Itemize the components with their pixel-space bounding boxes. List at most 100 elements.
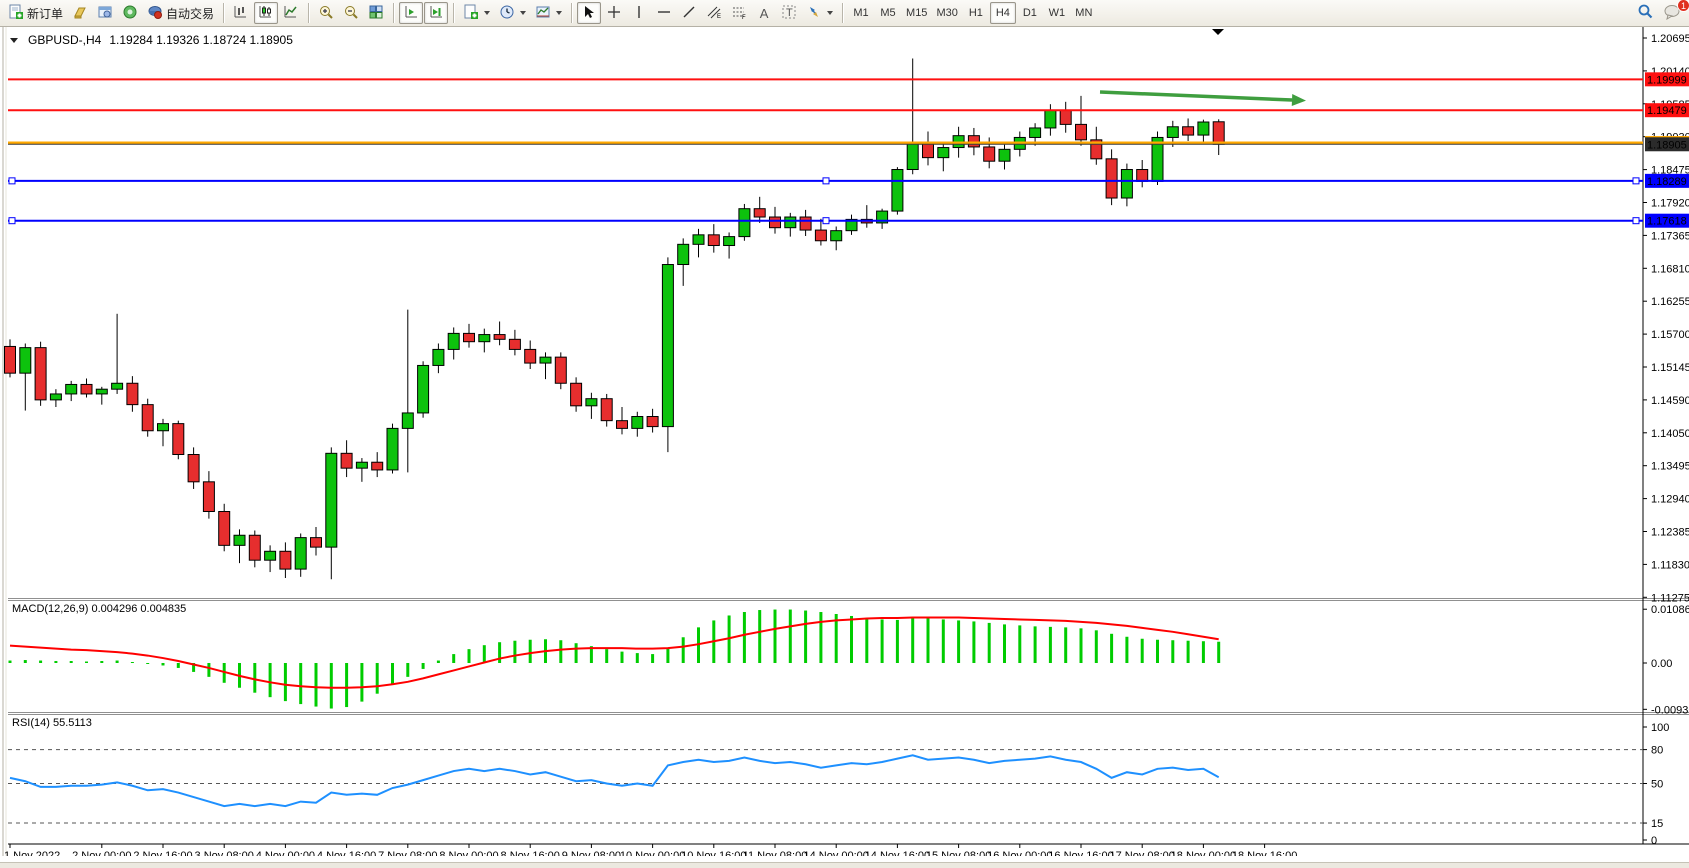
price-tick-label: 1.17920	[1651, 198, 1689, 210]
tile-windows-icon	[368, 4, 384, 23]
candle-body	[661, 264, 674, 428]
auto-scroll-icon	[403, 4, 419, 23]
candle-body	[753, 208, 766, 218]
rsi-label: RSI(14) 55.5113	[12, 717, 92, 729]
arrows-tool-button[interactable]	[802, 2, 837, 24]
timeframe-w1[interactable]: W1	[1048, 7, 1066, 19]
rsi-tick-label: 80	[1651, 745, 1663, 757]
chart-shift-button[interactable]	[424, 2, 449, 24]
data-window-button[interactable]	[93, 2, 117, 24]
price-tick-label: 1.18475	[1651, 165, 1689, 177]
template-icon	[535, 4, 551, 23]
time-tick-label: 9 Nov 08:00	[562, 850, 621, 856]
timeframe-m30[interactable]: M30	[936, 7, 958, 19]
hline-handle[interactable]	[1632, 177, 1640, 185]
toolbar-separator	[842, 3, 844, 23]
hline-handle[interactable]	[822, 177, 830, 185]
timeframe-m5[interactable]: M5	[880, 7, 896, 19]
candle-body	[202, 481, 215, 513]
one-click-menu-icon[interactable]	[10, 37, 18, 43]
candle-body	[157, 423, 169, 432]
timeframe-d1[interactable]: D1	[1022, 7, 1037, 19]
crosshair-button[interactable]	[602, 2, 626, 24]
candle-body	[340, 452, 353, 469]
hline-handle[interactable]	[822, 217, 830, 225]
hline-handle[interactable]	[1632, 217, 1640, 225]
candle-body	[386, 427, 399, 471]
chart-canvas[interactable]: 1.206951.201401.195851.190301.184751.179…	[0, 27, 1689, 856]
time-tick-label: 16 Nov 16:00	[1048, 850, 1113, 856]
candle-body	[570, 382, 583, 407]
candle-body	[1197, 121, 1210, 136]
channel-button[interactable]: E	[702, 2, 726, 24]
line-chart-icon	[283, 4, 299, 23]
price-badge	[1645, 103, 1689, 118]
zoom-out-icon	[343, 4, 359, 23]
bar-chart-button[interactable]	[229, 2, 253, 24]
candle-body	[95, 388, 108, 395]
hline-handle[interactable]	[8, 217, 16, 225]
candle-body	[1044, 109, 1057, 129]
candle-body	[585, 398, 598, 407]
market-watch-button[interactable]	[68, 2, 92, 24]
candle-body	[845, 218, 858, 232]
candlestick-chart-button[interactable]	[254, 2, 279, 24]
price-tick-label: 1.11830	[1651, 559, 1689, 571]
candle-body	[769, 216, 781, 229]
candle-body	[646, 416, 659, 428]
time-tick-label: 14 Nov 16:00	[865, 850, 930, 856]
rsi-line	[9, 754, 1220, 808]
text-tool-button[interactable]: A	[752, 2, 776, 24]
chart-shift-marker[interactable]	[1212, 29, 1224, 35]
candle-body	[49, 393, 62, 401]
candle-body	[799, 216, 812, 231]
new-order-button[interactable]: 新订单	[4, 2, 67, 24]
candle-body	[310, 537, 322, 548]
timeframe-mn[interactable]: MN	[1075, 7, 1093, 19]
new-chart-button[interactable]	[459, 2, 494, 24]
time-tick-label: 4 Nov 16:00	[317, 850, 376, 856]
candle-body	[19, 347, 32, 374]
zoom-out-button[interactable]	[339, 2, 363, 24]
candle-body	[65, 383, 78, 395]
candle-body	[34, 347, 47, 401]
search-icon	[1637, 3, 1654, 23]
candle-body	[723, 236, 736, 247]
trend-arrow-head	[1291, 94, 1306, 106]
fibonacci-button[interactable]: F	[727, 2, 751, 24]
search-button[interactable]	[1633, 2, 1658, 24]
hline-handle[interactable]	[8, 177, 16, 185]
notifications-button[interactable]: 1	[1659, 0, 1689, 24]
timeframe-m15[interactable]: M15	[906, 7, 928, 19]
candle-body	[4, 345, 16, 374]
time-tick-label: 2 Nov 00:00	[72, 850, 131, 856]
candle-body	[233, 534, 246, 546]
zoom-in-button[interactable]	[314, 2, 338, 24]
autotrading-button[interactable]: 自动交易	[143, 2, 218, 24]
cursor-button[interactable]	[577, 2, 602, 24]
candle-body	[1090, 139, 1103, 160]
horizontal-line-button[interactable]	[652, 2, 676, 24]
text-tool-icon: A	[759, 5, 769, 21]
candle-body	[600, 398, 613, 422]
label-tool-button[interactable]: T	[777, 2, 801, 24]
period-button[interactable]	[495, 2, 530, 24]
candle-body	[493, 334, 506, 340]
timeframe-h1[interactable]: H1	[968, 7, 983, 19]
trendline-button[interactable]	[677, 2, 701, 24]
toolbar-separator	[393, 3, 395, 23]
vertical-line-button[interactable]	[627, 2, 651, 24]
timeframe-m1[interactable]: M1	[853, 7, 869, 19]
price-tick-label: 1.20695	[1651, 33, 1689, 45]
line-chart-button[interactable]	[279, 2, 303, 24]
symbol-period-label: GBPUSD-,H4	[28, 33, 102, 47]
price-badge-label: 1.19999	[1647, 74, 1687, 86]
candle-body	[463, 332, 475, 343]
timeframe-h4[interactable]: H4	[989, 2, 1016, 24]
template-button[interactable]	[531, 2, 566, 24]
auto-scroll-button[interactable]	[399, 2, 424, 24]
tile-windows-button[interactable]	[364, 2, 388, 24]
navigator-button[interactable]	[118, 2, 142, 24]
candle-body	[80, 383, 93, 395]
trend-arrow[interactable]	[1099, 90, 1293, 102]
